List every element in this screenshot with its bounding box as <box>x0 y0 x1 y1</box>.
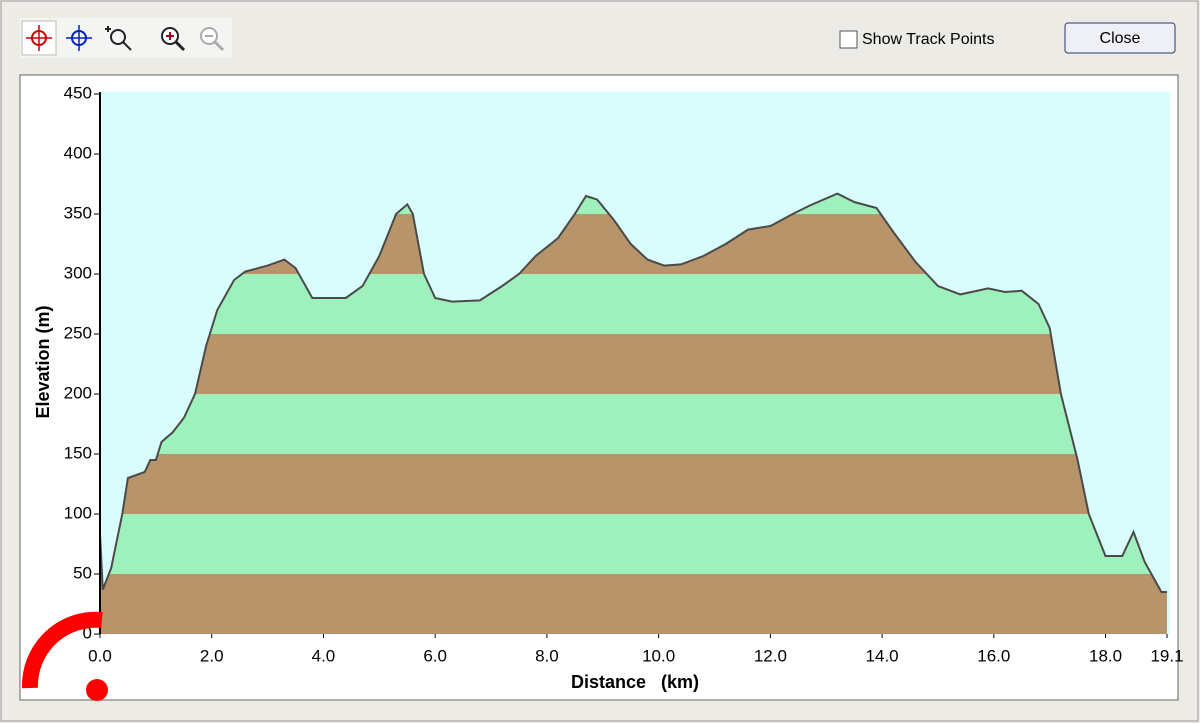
x-tick-label: 6.0 <box>423 646 447 665</box>
x-tick-label: 10.0 <box>642 646 675 665</box>
checkbox-box[interactable] <box>839 30 858 49</box>
zoom-box-button[interactable] <box>105 26 132 51</box>
crosshair-blue-button[interactable] <box>66 25 92 51</box>
y-tick-label: 300 <box>64 263 92 282</box>
y-tick-label: 150 <box>64 443 92 462</box>
y-tick-label: 0 <box>83 623 92 642</box>
show-track-points-checkbox[interactable]: Show Track Points <box>839 30 995 49</box>
y-tick-label: 250 <box>64 323 92 342</box>
elevation-band <box>100 574 1167 634</box>
y-tick-label: 50 <box>73 563 92 582</box>
x-tick-label: 14.0 <box>866 646 899 665</box>
close-button-bg[interactable] <box>1064 22 1176 54</box>
toolbar <box>20 18 232 58</box>
x-tick-label: 2.0 <box>200 646 224 665</box>
y-tick-label: 100 <box>64 503 92 522</box>
x-tick-label: 19.1 <box>1150 646 1183 665</box>
x-axis-title: Distance (km) <box>571 672 699 692</box>
x-tick-label: 8.0 <box>535 646 559 665</box>
y-tick-label: 450 <box>64 83 92 102</box>
x-tick-label: 16.0 <box>977 646 1010 665</box>
elevation-line <box>99 192 1167 593</box>
x-tick-label: 12.0 <box>754 646 787 665</box>
y-tick-label: 200 <box>64 383 92 402</box>
checkbox-label[interactable]: Show Track Points <box>862 31 995 48</box>
x-tick-label: 18.0 <box>1089 646 1122 665</box>
zoom-in-button[interactable] <box>161 27 186 52</box>
close-button[interactable]: Close <box>1064 22 1176 54</box>
elevation-band <box>100 454 1167 514</box>
busy-indicator-dot <box>86 679 108 701</box>
busy-indicator-arc <box>21 611 103 689</box>
y-tick-label: 350 <box>64 203 92 222</box>
x-tick-label: 0.0 <box>88 646 112 665</box>
chart: 0 50 100 150 200 250 300 350 400 450 0.0 2.0 4.0 6.0 8… <box>33 83 1184 691</box>
close-button-label[interactable]: Close <box>1100 30 1141 47</box>
y-axis-title: Elevation (m) <box>33 305 53 418</box>
zoom-out-button[interactable] <box>200 27 225 52</box>
elevation-band <box>100 514 1167 574</box>
crosshair-red-button[interactable] <box>21 20 57 56</box>
x-tick-label: 4.0 <box>312 646 336 665</box>
y-tick-label: 400 <box>64 143 92 162</box>
elevation-band <box>100 394 1167 454</box>
elevation-band <box>100 334 1167 394</box>
